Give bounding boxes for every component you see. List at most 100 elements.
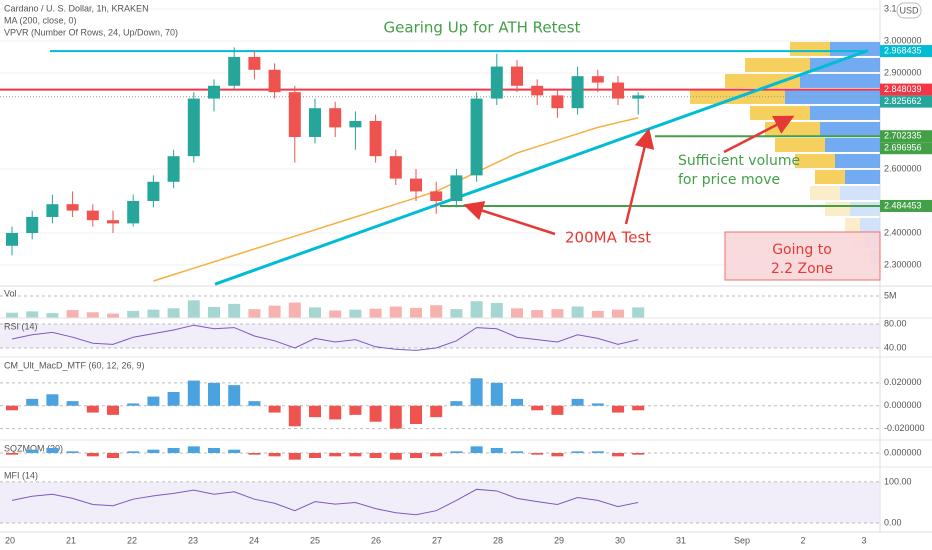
- vp-up: [830, 41, 880, 56]
- candle-body: [490, 66, 503, 99]
- volume-bar: [349, 309, 362, 318]
- histogram-bar: [6, 405, 18, 411]
- histogram-bar: [450, 451, 463, 453]
- vp-down: [745, 57, 810, 72]
- x-tick-label: Sep: [734, 535, 750, 545]
- pane-label: CM_Ult_MacD_MTF (60, 12, 26, 9): [4, 360, 145, 370]
- level-label: 2.825662: [884, 96, 922, 106]
- volume-bar: [268, 305, 281, 318]
- histogram-bar: [86, 405, 99, 413]
- histogram-bar: [167, 448, 180, 453]
- vp-up: [820, 121, 880, 136]
- level-label: 2.702335: [884, 131, 922, 141]
- y-tick-label: 80.00: [884, 318, 907, 328]
- arrow: [624, 128, 655, 225]
- histogram-bar: [6, 453, 18, 455]
- ma-legend: MA (200, close, 0): [4, 15, 77, 25]
- histogram-bar: [46, 394, 59, 406]
- vp-up: [825, 137, 880, 152]
- histogram-bar: [127, 451, 140, 453]
- histogram-bar: [591, 451, 604, 453]
- volume-bar: [127, 310, 140, 318]
- volume-bar: [107, 313, 119, 318]
- vp-up: [810, 57, 880, 72]
- histogram-bar: [369, 453, 382, 458]
- histogram-bar: [410, 453, 422, 458]
- histogram-bar: [329, 453, 342, 457]
- histogram-bar: [470, 378, 483, 406]
- volume-bar: [147, 309, 160, 318]
- histogram-bar: [268, 405, 281, 413]
- x-tick-label: 27: [432, 535, 442, 545]
- histogram-bar: [107, 405, 119, 415]
- candle-body: [288, 92, 301, 137]
- x-tick-label: 22: [127, 535, 137, 545]
- histogram-bar: [511, 398, 523, 406]
- x-tick-label: 30: [615, 535, 625, 545]
- symbol: Cardano / U. S. Dollar, 1h, KRAKEN: [4, 3, 149, 13]
- histogram-bar: [208, 382, 220, 406]
- volume-note: for price move: [678, 172, 780, 188]
- candle-body: [511, 66, 523, 86]
- histogram-bar: [187, 380, 200, 406]
- target-box: [724, 231, 881, 281]
- vp-down: [790, 41, 830, 56]
- histogram-bar: [531, 405, 544, 411]
- histogram-bar: [187, 446, 200, 453]
- histogram-bar: [66, 401, 79, 406]
- volume-bar: [6, 312, 18, 318]
- trendline: [214, 49, 869, 286]
- candle-body: [369, 120, 382, 157]
- histogram-bar: [410, 405, 422, 424]
- candle-body: [26, 216, 39, 233]
- histogram-bar: [309, 453, 321, 458]
- candle-body: [632, 95, 645, 99]
- x-tick-label: 21: [66, 535, 76, 545]
- candle-body: [6, 232, 18, 246]
- arrows: [463, 115, 795, 236]
- volume-bar: [410, 307, 422, 318]
- currency-badge[interactable]: [896, 2, 922, 19]
- y-tick-label: 3.1: [884, 3, 897, 13]
- volume-bar: [369, 308, 382, 318]
- level-label: 2.848039: [884, 84, 922, 94]
- vp-up: [785, 89, 880, 104]
- volume-bar: [450, 309, 463, 318]
- pane-label: Vol: [4, 288, 17, 298]
- vp-up: [840, 185, 880, 200]
- histogram-bar: [248, 453, 261, 455]
- vp-down: [810, 185, 840, 200]
- x-tick-label: 20: [5, 535, 15, 545]
- volume-bar: [187, 300, 200, 318]
- arrow: [723, 115, 795, 154]
- volume-bar: [26, 311, 39, 318]
- vp-up: [850, 201, 880, 216]
- histogram-bar: [107, 453, 119, 458]
- currency[interactable]: USD: [899, 5, 919, 15]
- candle-body: [531, 85, 544, 96]
- y-tick-label: 2.600000: [884, 163, 922, 173]
- y-tick-label: 0.000000: [884, 447, 922, 457]
- histogram-bar: [228, 385, 241, 406]
- candle-body: [430, 191, 443, 201]
- chart-title: Gearing Up for ATH Retest: [384, 19, 581, 37]
- candle-body: [470, 98, 483, 176]
- candle-body: [127, 200, 140, 224]
- candle-body: [248, 56, 261, 70]
- histogram-bar: [571, 451, 584, 453]
- histogram-bar: [127, 403, 140, 406]
- level-badge: [880, 142, 932, 155]
- candle-body: [46, 204, 59, 217]
- pane-label: MFI (14): [4, 470, 38, 480]
- volume-bar: [612, 309, 624, 318]
- y-tick-label: 0.020000: [884, 377, 922, 387]
- vp-up: [835, 153, 880, 168]
- volume-bar: [46, 313, 59, 318]
- x-tick-label: 31: [676, 535, 686, 545]
- vp-up: [800, 73, 880, 88]
- candle-body: [450, 175, 463, 201]
- y-tick-label: 2.400000: [884, 227, 922, 237]
- histogram-bar: [167, 392, 180, 406]
- histogram-bar: [66, 451, 79, 453]
- histogram-bar: [208, 448, 220, 453]
